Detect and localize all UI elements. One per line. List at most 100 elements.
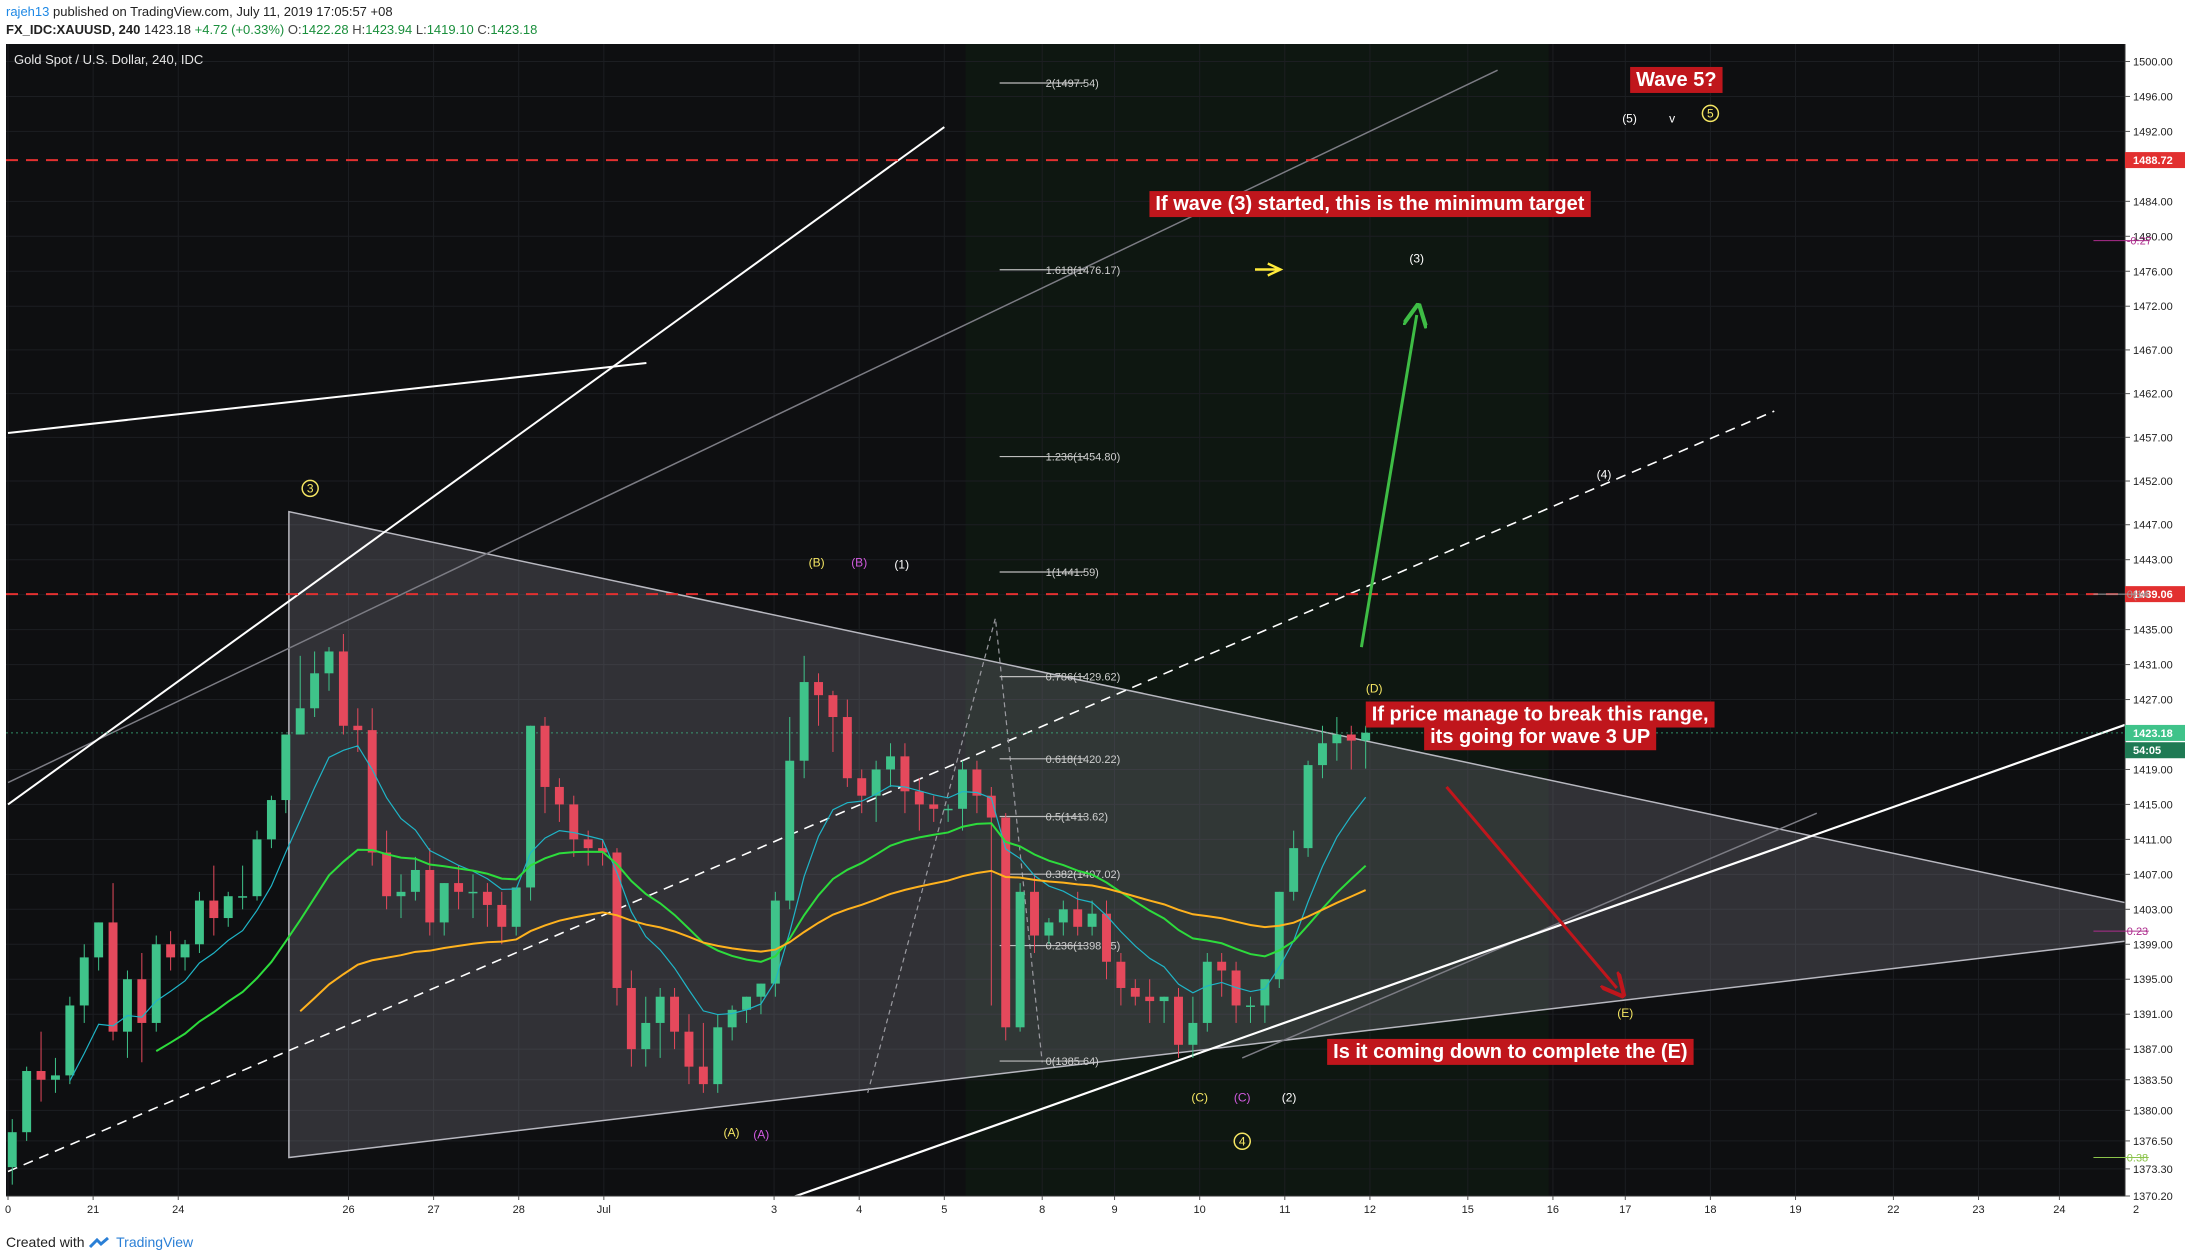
candle <box>108 883 118 1041</box>
time-tick-label: 17 <box>1619 1204 1631 1216</box>
fib-level-label: 0.236(1398.85) <box>1046 941 1121 953</box>
fib-retracement: 2(1497.54) 1.618(1476.17) 1.236(1454.80) 1(… <box>999 78 1121 1068</box>
candle <box>324 647 334 691</box>
candle <box>425 848 435 936</box>
time-tick-label: 16 <box>1547 1204 1559 1216</box>
candle-body <box>1246 1005 1255 1007</box>
candle-body <box>151 944 161 1023</box>
candle <box>756 983 766 1015</box>
wave-label: (A) <box>724 1126 740 1140</box>
footer: Created with TradingView <box>6 1234 193 1250</box>
candle-body <box>425 869 435 923</box>
candle <box>151 935 161 1032</box>
candle-body <box>94 922 104 958</box>
fib-swing-line <box>867 618 1043 1094</box>
candle-body <box>1188 1022 1198 1045</box>
support-trendline <box>790 700 2190 1199</box>
price-tick-label: 1387.00 <box>2133 1044 2173 1056</box>
candle <box>857 769 867 814</box>
annotation-box <box>1327 1038 1694 1065</box>
candle-body <box>266 800 276 840</box>
wave-label: v <box>1669 112 1675 126</box>
candle <box>137 953 147 1063</box>
candle-body <box>79 957 89 1006</box>
candle-body <box>526 725 536 888</box>
fib-level-label: 2(1497.54) <box>1046 78 1099 90</box>
candle <box>1030 874 1039 954</box>
time-tick-label: 12 <box>1364 1204 1376 1216</box>
candle <box>439 883 449 936</box>
wave-label: (4) <box>1597 467 1612 481</box>
candle-body <box>785 760 795 901</box>
annotation-box <box>1630 66 1723 93</box>
candle-body <box>353 725 363 731</box>
candle <box>1289 830 1299 901</box>
time-axis: 0 21 24 26 27 28 Jul 3 4 5 8 9 10 11 12 15 16 17 18 19 22 23 2… <box>5 1195 2139 1220</box>
candle <box>1274 891 1284 988</box>
price-chart[interactable]: 2(1497.54) 1.618(1476.17) 1.236(1454.80) 1(… <box>0 42 2190 1230</box>
long-white-trendline <box>7 126 945 806</box>
time-tick-label: 26 <box>342 1204 354 1216</box>
pointer-arrow-right <box>1255 262 1284 277</box>
candle-body <box>137 979 147 1023</box>
candle <box>1159 996 1169 1023</box>
candle-body <box>770 900 780 984</box>
wave-circle <box>1701 104 1720 123</box>
candle-body <box>511 887 521 927</box>
fib-level-label: 0.5(1413.62) <box>1046 811 1108 823</box>
candle-body <box>36 1071 46 1080</box>
tradingview-brand[interactable]: TradingView <box>116 1234 194 1250</box>
candle <box>540 717 550 814</box>
candle-body <box>7 1132 17 1168</box>
candle <box>1087 900 1097 936</box>
candle <box>310 651 320 718</box>
price-tick-label: 1447.00 <box>2133 520 2173 532</box>
low-label: L: <box>415 22 427 37</box>
price-tag-label: 54:05 <box>2133 745 2161 757</box>
annotations: Wave 5? If wave (3) started, this is the … <box>1149 66 1723 1065</box>
wave-label: (B) <box>851 556 867 570</box>
moving-average-line <box>155 822 1367 1052</box>
candle <box>943 804 953 822</box>
candle <box>958 760 967 831</box>
price-tag <box>2125 724 2185 741</box>
candle-body <box>583 839 593 849</box>
time-tick-label: 27 <box>427 1204 439 1216</box>
chart-title: Gold Spot / U.S. Dollar, 240, IDC <box>14 52 203 67</box>
fib-level-label: 1(1441.59) <box>1046 567 1099 579</box>
annotation-text: If price manage to break this range, <box>1372 704 1709 726</box>
price-tick-label: 1407.00 <box>2133 869 2173 881</box>
author-link[interactable]: rajeh13 <box>6 4 50 19</box>
candle-body <box>972 769 982 796</box>
candle <box>338 633 348 735</box>
candle-body <box>929 804 939 809</box>
symbol-label: FX_IDC:XAUUSD, 240 <box>6 22 141 37</box>
price-tick-label: 1452.00 <box>2133 476 2173 488</box>
candle <box>727 1005 737 1041</box>
candle <box>1188 996 1198 1058</box>
candle-body <box>914 791 924 805</box>
candle-body <box>1289 848 1299 892</box>
annotation-box <box>1149 191 1591 218</box>
candle <box>7 1119 17 1185</box>
candle-body <box>223 896 233 919</box>
candle-body <box>209 900 219 919</box>
candle-body <box>727 1009 737 1028</box>
annotation-text: If wave (3) started, this is the minimum… <box>1155 193 1584 215</box>
candle <box>713 1014 723 1093</box>
time-tick-label: 24 <box>172 1204 184 1216</box>
candle-body <box>1274 891 1284 980</box>
candle-body <box>828 695 838 718</box>
candle-body <box>1260 979 1270 1006</box>
candle-body <box>900 756 910 792</box>
candle-body <box>1361 732 1371 741</box>
price-axis: 1500.001496.001492.001484.001480.001476.… <box>2124 44 2190 1203</box>
price-tick-label: 1419.00 <box>2133 764 2173 776</box>
price-tag <box>2125 742 2185 759</box>
price-tick-label: 1472.00 <box>2133 301 2173 313</box>
candle-body <box>1174 996 1183 1045</box>
candle-body <box>799 682 809 761</box>
price-tag <box>2125 152 2185 169</box>
candle <box>842 699 852 787</box>
time-tick-label: 18 <box>1704 1204 1716 1216</box>
